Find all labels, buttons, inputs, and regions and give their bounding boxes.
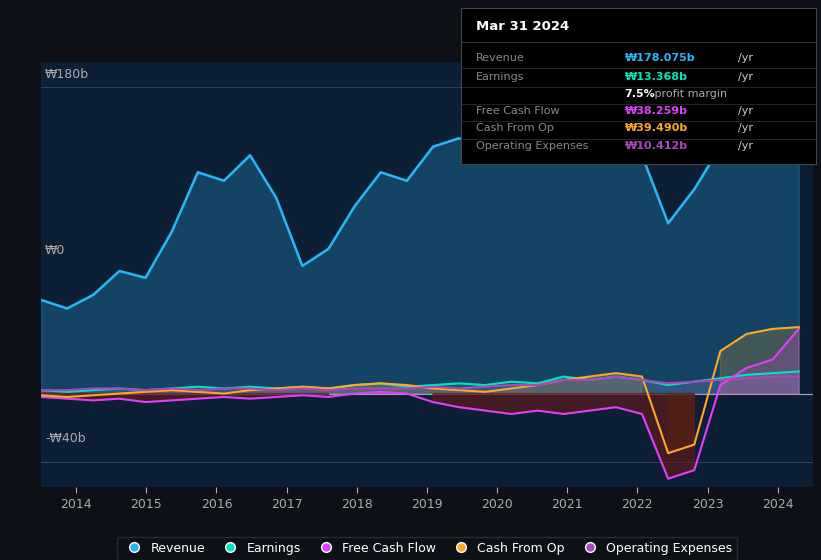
Text: /yr: /yr	[738, 72, 753, 82]
Text: /yr: /yr	[738, 141, 753, 151]
Text: ₩178.075b: ₩178.075b	[625, 53, 695, 63]
Text: ₩0: ₩0	[45, 245, 66, 258]
Text: 7.5%: 7.5%	[625, 89, 655, 99]
Legend: Revenue, Earnings, Free Cash Flow, Cash From Op, Operating Expenses: Revenue, Earnings, Free Cash Flow, Cash …	[117, 536, 737, 559]
Text: ₩13.368b: ₩13.368b	[625, 72, 687, 82]
Text: /yr: /yr	[738, 106, 753, 116]
Text: Cash From Op: Cash From Op	[475, 124, 553, 133]
Text: profit margin: profit margin	[651, 89, 727, 99]
Text: ₩38.259b: ₩38.259b	[625, 106, 687, 116]
Text: Earnings: Earnings	[475, 72, 524, 82]
Text: -₩40b: -₩40b	[45, 432, 85, 445]
Text: ₩39.490b: ₩39.490b	[625, 124, 688, 133]
Text: /yr: /yr	[738, 124, 753, 133]
Text: Mar 31 2024: Mar 31 2024	[475, 20, 569, 33]
Text: Revenue: Revenue	[475, 53, 525, 63]
Text: Free Cash Flow: Free Cash Flow	[475, 106, 559, 116]
Text: ₩180b: ₩180b	[45, 68, 89, 81]
Text: ₩10.412b: ₩10.412b	[625, 141, 688, 151]
Text: /yr: /yr	[738, 53, 753, 63]
Text: Operating Expenses: Operating Expenses	[475, 141, 588, 151]
